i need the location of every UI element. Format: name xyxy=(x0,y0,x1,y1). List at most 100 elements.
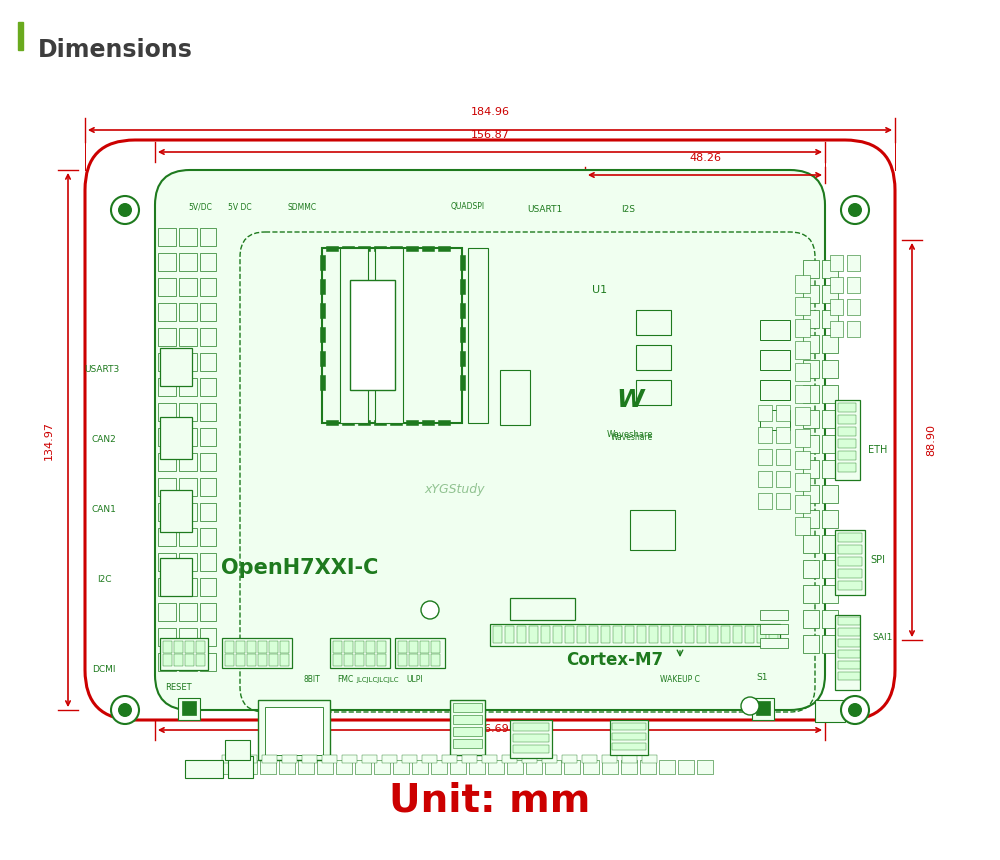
Bar xyxy=(225,641,234,653)
Bar xyxy=(350,280,395,390)
Bar xyxy=(562,755,577,763)
Bar xyxy=(838,451,856,460)
Bar xyxy=(431,641,440,653)
Bar xyxy=(355,654,364,666)
Bar xyxy=(158,303,176,321)
Bar xyxy=(302,755,317,763)
Bar xyxy=(409,654,418,666)
Bar xyxy=(228,756,253,778)
Bar xyxy=(225,654,234,666)
Bar xyxy=(822,310,838,328)
Bar xyxy=(382,755,397,763)
Bar xyxy=(247,654,256,666)
Bar xyxy=(460,303,465,318)
Bar xyxy=(355,760,371,774)
Bar xyxy=(522,755,537,763)
Bar xyxy=(513,734,549,742)
Bar xyxy=(612,733,646,740)
Bar xyxy=(822,560,838,578)
Bar xyxy=(526,760,542,774)
Bar xyxy=(158,628,176,646)
Bar xyxy=(453,715,482,724)
Circle shape xyxy=(841,696,869,724)
Bar xyxy=(637,626,646,643)
Text: FMC: FMC xyxy=(337,675,353,685)
Bar xyxy=(200,278,216,296)
Bar xyxy=(258,700,330,760)
Bar xyxy=(438,246,450,251)
Bar xyxy=(18,22,23,50)
Circle shape xyxy=(849,703,861,716)
Bar xyxy=(776,427,790,443)
Bar xyxy=(409,641,418,653)
Bar xyxy=(377,654,386,666)
Bar xyxy=(298,760,314,774)
Bar xyxy=(838,545,862,554)
Bar xyxy=(158,478,176,496)
Bar xyxy=(179,653,197,671)
Bar xyxy=(838,533,862,542)
Bar xyxy=(642,755,657,763)
Bar xyxy=(507,760,523,774)
Bar xyxy=(262,755,277,763)
Bar xyxy=(390,246,402,251)
Bar xyxy=(733,626,742,643)
Text: U1: U1 xyxy=(592,285,608,295)
Bar xyxy=(769,626,778,643)
Bar xyxy=(200,303,216,321)
Bar xyxy=(542,755,557,763)
Circle shape xyxy=(421,601,439,619)
Text: 184.96: 184.96 xyxy=(471,107,510,117)
Bar xyxy=(602,755,617,763)
Bar xyxy=(453,727,482,736)
Bar xyxy=(182,701,196,715)
Bar xyxy=(612,723,646,730)
Bar xyxy=(803,635,819,653)
Bar xyxy=(721,626,730,643)
Bar xyxy=(758,449,772,465)
Text: SDMMC: SDMMC xyxy=(287,202,317,212)
Text: SAI1: SAI1 xyxy=(873,634,893,642)
Bar xyxy=(450,700,485,755)
Bar xyxy=(185,641,194,653)
Bar xyxy=(803,560,819,578)
Bar xyxy=(160,490,192,532)
Bar xyxy=(838,628,860,636)
Bar xyxy=(795,297,810,315)
Bar xyxy=(803,510,819,528)
Bar xyxy=(847,255,860,271)
Bar xyxy=(822,260,838,278)
Bar xyxy=(438,420,450,425)
Bar xyxy=(200,253,216,271)
Text: ULPI: ULPI xyxy=(407,675,423,685)
Text: 134.97: 134.97 xyxy=(44,421,54,459)
Bar xyxy=(366,654,375,666)
Bar xyxy=(795,517,810,535)
Bar xyxy=(513,745,549,753)
Bar xyxy=(200,478,216,496)
Circle shape xyxy=(111,196,139,224)
Bar xyxy=(838,463,856,472)
Bar xyxy=(160,417,192,459)
Bar xyxy=(200,453,216,471)
Text: Cortex-M7: Cortex-M7 xyxy=(566,651,664,669)
Circle shape xyxy=(841,196,869,224)
Bar xyxy=(760,410,790,430)
Bar xyxy=(200,228,216,246)
Bar xyxy=(795,451,810,469)
Bar xyxy=(795,341,810,359)
Bar xyxy=(179,553,197,571)
Bar xyxy=(330,638,390,668)
Bar xyxy=(830,255,843,271)
Bar xyxy=(422,246,434,251)
Bar xyxy=(179,603,197,621)
Bar xyxy=(589,626,598,643)
Bar xyxy=(510,720,552,758)
Bar xyxy=(803,360,819,378)
Bar xyxy=(398,654,407,666)
Text: USART1: USART1 xyxy=(527,206,563,214)
Bar xyxy=(838,415,856,424)
Bar xyxy=(402,755,417,763)
Bar xyxy=(838,650,860,658)
Bar xyxy=(803,310,819,328)
